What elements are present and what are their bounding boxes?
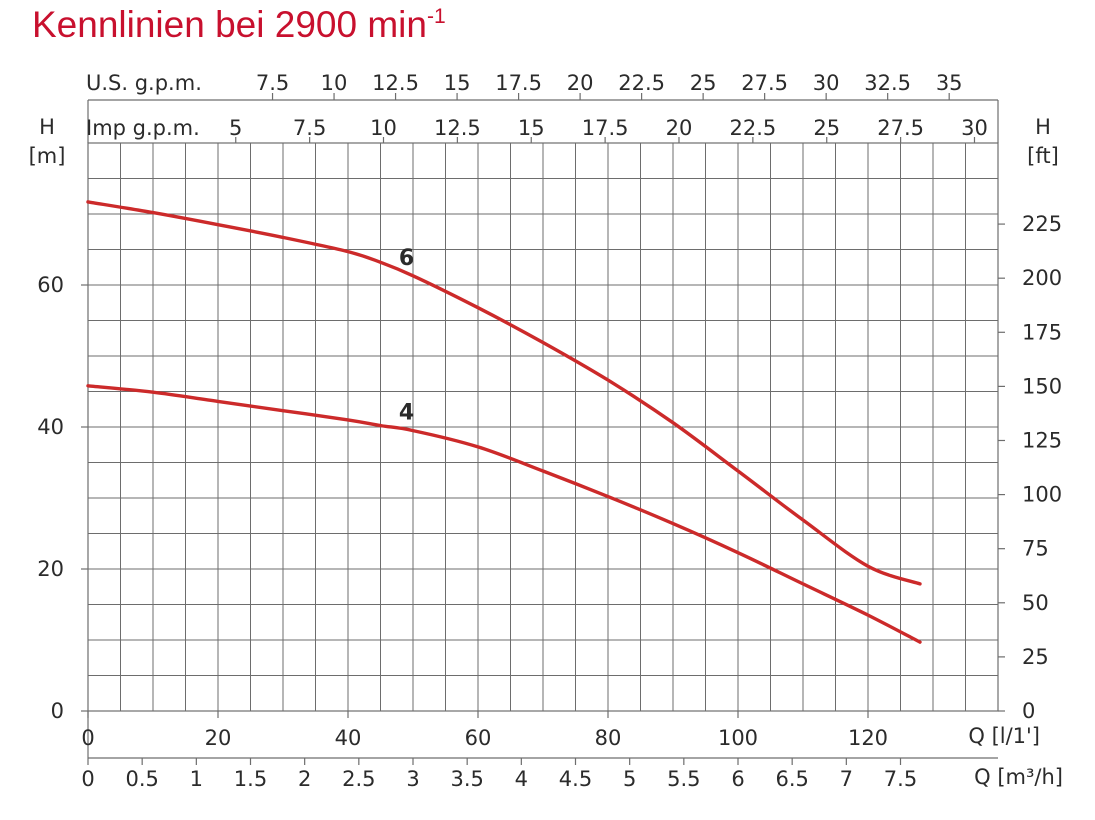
imp-gpm-tick-label: 7.5 <box>293 116 326 140</box>
x2-tick-label: 1.5 <box>234 767 267 791</box>
series-line-4 <box>86 384 922 644</box>
x2-tick-label: 1 <box>190 767 203 791</box>
x2-tick-label: 6 <box>731 767 744 791</box>
x2-tick-label: 5 <box>623 767 636 791</box>
x-tick-label: 80 <box>595 726 622 750</box>
x2-tick-label: 5.5 <box>667 767 700 791</box>
imp-gpm-tick-label: 17.5 <box>582 116 629 140</box>
x2-tick-label: 0 <box>81 767 94 791</box>
imp-gpm-tick-label: 12.5 <box>434 116 481 140</box>
x-tick-label: 60 <box>465 726 492 750</box>
chart-title-text: Kennlinien bei 2900 min <box>32 4 427 45</box>
x2-tick-label: 7.5 <box>884 767 917 791</box>
x-tick-label: 100 <box>718 726 758 750</box>
x2-tick-label: 3 <box>406 767 419 791</box>
x2-tick-label: 6.5 <box>775 767 808 791</box>
y-right-tick-label: 50 <box>1022 591 1049 615</box>
y-right-tick-label: 175 <box>1022 320 1062 344</box>
y-right-tick-label: 225 <box>1022 212 1062 236</box>
x2-tick-label: 4 <box>515 767 528 791</box>
y-right-axis-label: H <box>1035 115 1051 139</box>
x2-tick-label: 0.5 <box>125 767 158 791</box>
series-label-4: 4 <box>399 401 414 426</box>
imp-gpm-tick-label: 30 <box>961 116 988 140</box>
x2-tick-label: 2 <box>298 767 311 791</box>
chart-title: Kennlinien bei 2900 min-1 <box>32 4 446 45</box>
us-gpm-tick-label: 25 <box>690 71 717 95</box>
y-right-tick-label: 25 <box>1022 645 1049 669</box>
x-tick-label: 120 <box>848 726 888 750</box>
y-axis-label: H <box>39 115 55 139</box>
us-gpm-tick-label: 35 <box>936 71 963 95</box>
grid <box>88 143 998 711</box>
us-gpm-tick-label: 22.5 <box>618 71 665 95</box>
chart-title-superscript: -1 <box>427 5 446 28</box>
y-right-tick-label: 100 <box>1022 483 1062 507</box>
x2-tick-label: 4.5 <box>559 767 592 791</box>
x-axis-label: Q [l/1'] <box>968 724 1040 748</box>
y-tick-label: 20 <box>37 557 64 581</box>
imp-gpm-tick-label: 22.5 <box>729 116 776 140</box>
y-right-tick-label: 0 <box>1022 699 1035 723</box>
us-gpm-tick-label: 7.5 <box>256 71 289 95</box>
x2-tick-label: 2.5 <box>342 767 375 791</box>
y-right-tick-label: 200 <box>1022 266 1062 290</box>
imp-gpm-tick-label: 10 <box>370 116 397 140</box>
us-gpm-tick-label: 27.5 <box>741 71 788 95</box>
imp-gpm-tick-label: 15 <box>518 116 545 140</box>
x-tick-label: 0 <box>81 726 94 750</box>
us-gpm-tick-label: 10 <box>321 71 348 95</box>
us-gpm-tick-label: 12.5 <box>372 71 419 95</box>
us-gpm-tick-label: 30 <box>813 71 840 95</box>
y-right-tick-label: 125 <box>1022 428 1062 452</box>
x2-axis-label: Q [m³/h] <box>974 765 1063 789</box>
us-gpm-axis-label: U.S. g.p.m. <box>86 71 202 95</box>
y-right-tick-label: 150 <box>1022 374 1062 398</box>
us-gpm-tick-label: 17.5 <box>495 71 542 95</box>
x-tick-label: 20 <box>205 726 232 750</box>
y-tick-label: 0 <box>51 699 64 723</box>
axes: 0204060H[m]0255075100125150175200225H[ft… <box>29 71 1063 791</box>
us-gpm-tick-label: 15 <box>444 71 471 95</box>
imp-gpm-tick-label: 5 <box>229 116 242 140</box>
x2-tick-label: 7 <box>840 767 853 791</box>
y-tick-label: 40 <box>37 415 64 439</box>
y-axis-unit: [m] <box>29 144 66 168</box>
y-right-tick-label: 75 <box>1022 537 1049 561</box>
imp-gpm-axis-label: Imp g.p.m. <box>86 116 200 140</box>
series-label-6: 6 <box>399 246 414 271</box>
series-layer: 64 <box>86 200 922 644</box>
x2-tick-label: 3.5 <box>450 767 483 791</box>
imp-gpm-tick-label: 20 <box>666 116 693 140</box>
y-tick-label: 60 <box>37 273 64 297</box>
us-gpm-tick-label: 20 <box>567 71 594 95</box>
imp-gpm-tick-label: 25 <box>813 116 840 140</box>
y-right-axis-unit: [ft] <box>1027 144 1059 168</box>
imp-gpm-tick-label: 27.5 <box>877 116 924 140</box>
us-gpm-tick-label: 32.5 <box>864 71 911 95</box>
series-line-6 <box>86 200 922 586</box>
x-tick-label: 40 <box>335 726 362 750</box>
